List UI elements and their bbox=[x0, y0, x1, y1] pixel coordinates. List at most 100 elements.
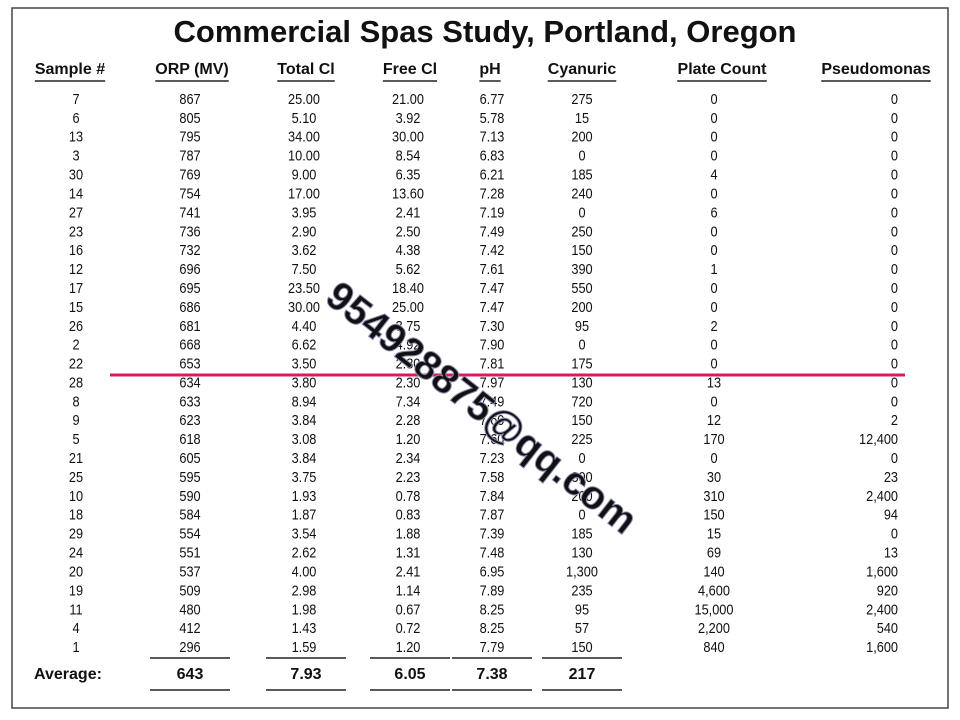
cell: 94 bbox=[884, 506, 898, 523]
cell: 24 bbox=[69, 544, 83, 561]
cell: 150 bbox=[571, 638, 592, 655]
cell: 6 bbox=[710, 203, 717, 220]
cell: 3.75 bbox=[292, 468, 317, 485]
cell: 7.48 bbox=[480, 544, 505, 561]
cell: 0 bbox=[891, 373, 898, 390]
cell: 537 bbox=[179, 562, 200, 579]
cell: 1.93 bbox=[292, 487, 317, 504]
cell: 3.08 bbox=[292, 430, 317, 447]
cell: 95 bbox=[575, 600, 589, 617]
cell: 0 bbox=[710, 184, 717, 201]
cell: 6 bbox=[72, 109, 79, 126]
cell: 681 bbox=[179, 317, 200, 334]
cell: 23 bbox=[69, 222, 83, 239]
cell: 605 bbox=[179, 449, 200, 466]
cell: 1 bbox=[72, 638, 79, 655]
cell: 15 bbox=[575, 109, 589, 126]
cell: 18 bbox=[69, 506, 83, 523]
cell: 4.00 bbox=[292, 562, 317, 579]
cell: 225 bbox=[571, 430, 592, 447]
cell: 3.84 bbox=[292, 411, 317, 428]
cell: 6.83 bbox=[480, 147, 505, 164]
cell: 6.35 bbox=[396, 166, 421, 183]
cell: 1.98 bbox=[292, 600, 317, 617]
cell: 2.41 bbox=[396, 203, 421, 220]
cell: 13 bbox=[884, 544, 898, 561]
cell: 7.47 bbox=[480, 279, 505, 296]
cell: 0 bbox=[891, 241, 898, 258]
cell: 0 bbox=[710, 298, 717, 315]
cell: 1.59 bbox=[292, 638, 317, 655]
cell: 0 bbox=[710, 392, 717, 409]
cell: 21.00 bbox=[392, 90, 424, 107]
cell: 3.80 bbox=[292, 373, 317, 390]
cell: 150 bbox=[571, 411, 592, 428]
cell: 10.00 bbox=[288, 147, 320, 164]
cell: 0 bbox=[891, 90, 898, 107]
cell: 595 bbox=[179, 468, 200, 485]
cell: 12 bbox=[69, 260, 83, 277]
cell: 95 bbox=[575, 317, 589, 334]
cell: 21 bbox=[69, 449, 83, 466]
cell: 2.41 bbox=[396, 562, 421, 579]
average-value: 6.05 bbox=[394, 666, 425, 683]
cell: 2 bbox=[891, 411, 898, 428]
cell: 6.77 bbox=[480, 90, 505, 107]
cell: 686 bbox=[179, 298, 200, 315]
cell: 5.78 bbox=[480, 109, 505, 126]
cell: 550 bbox=[571, 279, 592, 296]
cell: 34.00 bbox=[288, 128, 320, 145]
column-header: ORP (MV) bbox=[155, 61, 228, 78]
cell: 3.92 bbox=[396, 109, 421, 126]
cell: 28 bbox=[69, 373, 83, 390]
cell: 6.21 bbox=[480, 166, 505, 183]
cell: 0.78 bbox=[396, 487, 421, 504]
cell: 0 bbox=[710, 336, 717, 353]
average-value: 643 bbox=[177, 666, 204, 683]
cell: 7.47 bbox=[480, 298, 505, 315]
cell: 296 bbox=[179, 638, 200, 655]
cell: 7 bbox=[72, 90, 79, 107]
cell: 0 bbox=[891, 525, 898, 542]
cell: 250 bbox=[571, 222, 592, 239]
cell: 2.23 bbox=[396, 468, 421, 485]
cell: 7.61 bbox=[480, 260, 505, 277]
cell: 2.80 bbox=[396, 355, 421, 372]
cell: 1.43 bbox=[292, 619, 317, 636]
cell: 0 bbox=[710, 147, 717, 164]
column-header: Pseudomonas bbox=[821, 61, 930, 78]
cell: 17 bbox=[69, 279, 83, 296]
cell: 668 bbox=[179, 336, 200, 353]
cell: 7.60 bbox=[480, 411, 505, 428]
cell: 634 bbox=[179, 373, 200, 390]
column-header: Cyanuric bbox=[548, 61, 617, 78]
cell: 3.84 bbox=[292, 449, 317, 466]
cell: 1.88 bbox=[396, 525, 421, 542]
cell: 0 bbox=[891, 279, 898, 296]
cell: 7.58 bbox=[480, 468, 505, 485]
cell: 150 bbox=[571, 241, 592, 258]
cell: 140 bbox=[703, 562, 724, 579]
cell: 695 bbox=[179, 279, 200, 296]
cell: 185 bbox=[571, 525, 592, 542]
cell: 1 bbox=[710, 260, 717, 277]
cell: 4 bbox=[710, 166, 717, 183]
cell: 69 bbox=[707, 544, 721, 561]
cell: 23 bbox=[884, 468, 898, 485]
cell: 787 bbox=[179, 147, 200, 164]
cell: 2.30 bbox=[396, 373, 421, 390]
cell: 23.50 bbox=[288, 279, 320, 296]
cell: 25.00 bbox=[288, 90, 320, 107]
cell: 30.00 bbox=[392, 128, 424, 145]
cell: 867 bbox=[179, 90, 200, 107]
cell: 0.67 bbox=[396, 600, 421, 617]
cell: 2,200 bbox=[698, 619, 730, 636]
cell: 412 bbox=[179, 619, 200, 636]
cell: 7.39 bbox=[480, 525, 505, 542]
cell: 584 bbox=[179, 506, 200, 523]
cell: 7.49 bbox=[480, 222, 505, 239]
cell: 0 bbox=[891, 128, 898, 145]
cell: 805 bbox=[179, 109, 200, 126]
cell: 741 bbox=[179, 203, 200, 220]
cell: 240 bbox=[571, 184, 592, 201]
